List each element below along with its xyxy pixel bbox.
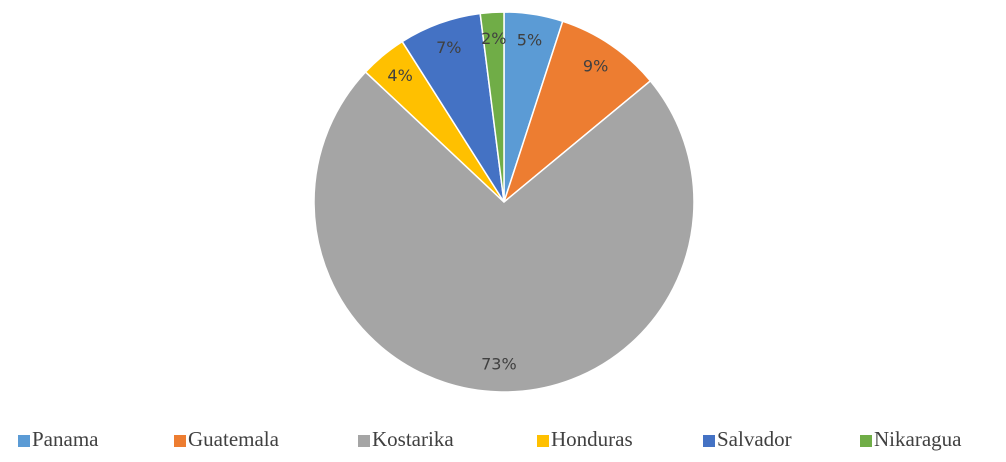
legend-label: Honduras	[551, 427, 633, 451]
data-label: 4%	[387, 66, 412, 85]
legend-swatch	[18, 435, 30, 447]
pie-slice	[502, 20, 652, 205]
legend-label: Nikaragua	[874, 427, 962, 451]
legend-swatch	[358, 435, 370, 447]
legend-swatch	[703, 435, 715, 447]
legend-swatch	[174, 435, 186, 447]
legend-swatch	[860, 435, 872, 447]
legend-label: Panama	[32, 427, 99, 451]
pie-slice	[313, 70, 695, 393]
data-label: 5%	[517, 31, 542, 50]
data-label: 7%	[436, 38, 461, 57]
data-label: 73%	[481, 354, 517, 373]
legend-label: Guatemala	[188, 427, 280, 451]
legend-swatch	[537, 435, 549, 447]
legend-label: Salvador	[717, 427, 792, 451]
legend-label: Kostarika	[372, 427, 454, 451]
data-label: 9%	[583, 57, 608, 76]
pie-slice	[479, 11, 505, 203]
data-label: 2%	[481, 29, 506, 48]
